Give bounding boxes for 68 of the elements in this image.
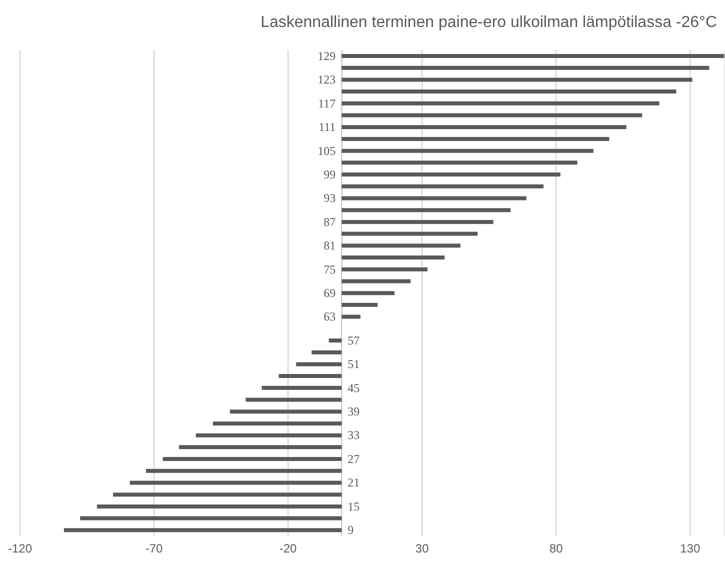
bar bbox=[262, 386, 342, 390]
y-tick-label: 51 bbox=[348, 357, 360, 372]
bar bbox=[342, 148, 594, 153]
y-tick-label: 111 bbox=[318, 120, 336, 134]
bar bbox=[342, 302, 378, 307]
bar bbox=[342, 113, 642, 118]
bar bbox=[342, 256, 445, 260]
y-tick-label: 99 bbox=[324, 167, 336, 182]
bar bbox=[342, 267, 428, 272]
y-tick-label: 45 bbox=[348, 380, 360, 395]
y-tick-label: 87 bbox=[324, 214, 336, 229]
y-tick-label: 69 bbox=[324, 286, 336, 300]
x-tick-label: 130 bbox=[680, 542, 700, 556]
x-tick-label: -70 bbox=[145, 542, 164, 556]
bar bbox=[230, 410, 342, 414]
bar bbox=[342, 54, 724, 58]
bar bbox=[342, 172, 560, 177]
bar bbox=[328, 338, 342, 342]
bar bbox=[342, 160, 578, 165]
y-tick-label: 123 bbox=[318, 72, 336, 87]
x-tick-label: 80 bbox=[549, 542, 564, 556]
bar bbox=[64, 528, 342, 532]
y-tick-label: 33 bbox=[348, 428, 360, 442]
y-tick-label: 63 bbox=[324, 310, 336, 324]
bar bbox=[342, 125, 626, 130]
bar bbox=[113, 492, 342, 497]
bar bbox=[196, 433, 342, 438]
bar bbox=[130, 480, 342, 485]
y-tick-label: 75 bbox=[324, 262, 336, 276]
bar bbox=[342, 184, 544, 188]
bar bbox=[342, 78, 692, 82]
y-tick-label: 105 bbox=[318, 144, 336, 158]
y-tick-label: 129 bbox=[318, 48, 336, 63]
chart-title: Laskennallinen terminen paine-ero ulkoilman lämpötilassa -26°C bbox=[260, 14, 718, 31]
x-tick-label: -20 bbox=[279, 542, 298, 556]
bar bbox=[213, 421, 342, 426]
bar bbox=[162, 457, 342, 462]
y-tick-label: 39 bbox=[348, 404, 360, 419]
bar bbox=[312, 350, 342, 354]
bar bbox=[178, 445, 342, 450]
y-tick-label: 15 bbox=[348, 499, 360, 514]
bar bbox=[342, 90, 676, 94]
y-tick-label: 57 bbox=[348, 333, 360, 348]
bar bbox=[342, 314, 360, 319]
y-tick-label: 9 bbox=[348, 523, 354, 538]
bar bbox=[96, 504, 342, 508]
bar bbox=[246, 398, 342, 402]
x-tick-label: 30 bbox=[415, 542, 430, 556]
y-tick-label: 93 bbox=[324, 191, 336, 206]
bar bbox=[342, 220, 494, 224]
bar bbox=[278, 374, 342, 378]
bar bbox=[342, 291, 394, 296]
bar bbox=[342, 101, 660, 106]
y-tick-label: 21 bbox=[348, 476, 360, 490]
y-tick-label: 27 bbox=[348, 452, 360, 466]
bar bbox=[296, 362, 342, 366]
y-tick-label: 81 bbox=[324, 238, 336, 253]
bar bbox=[342, 208, 511, 212]
bar bbox=[146, 468, 342, 473]
bar bbox=[342, 232, 478, 236]
bar bbox=[80, 516, 342, 520]
bar bbox=[342, 136, 610, 141]
bar bbox=[342, 244, 460, 248]
bar bbox=[342, 196, 526, 200]
x-tick-label: -120 bbox=[8, 542, 32, 556]
y-tick-label: 117 bbox=[318, 96, 336, 110]
bar bbox=[342, 66, 710, 70]
bar bbox=[342, 279, 411, 284]
